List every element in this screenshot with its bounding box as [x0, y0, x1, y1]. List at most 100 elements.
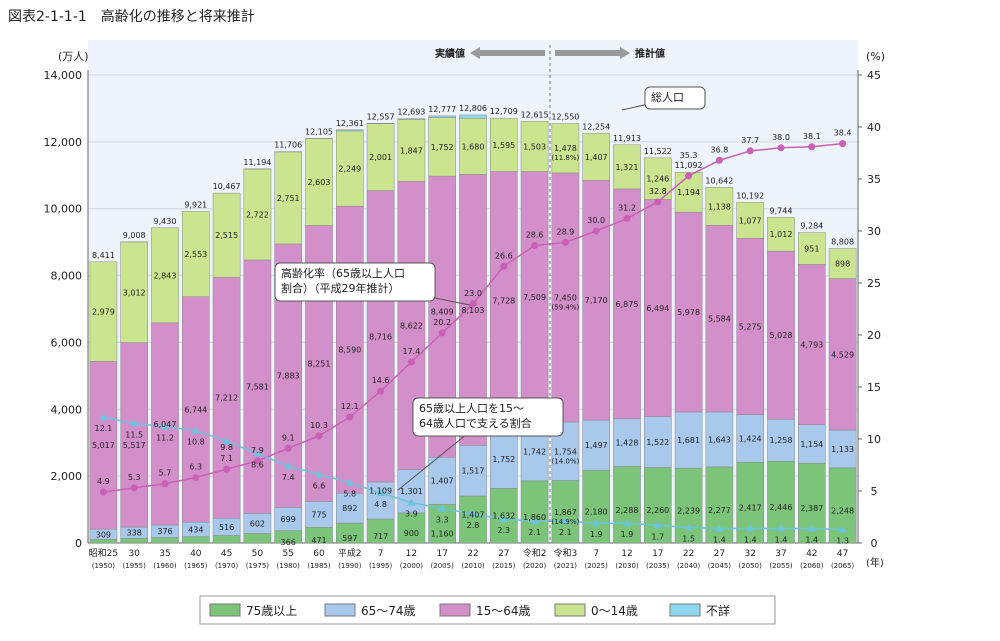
bar-value-label: 1,133: [831, 445, 854, 454]
bar-segment: [767, 217, 795, 252]
aging-rate-value-label: 35.3: [680, 151, 698, 160]
y-right-tick-label: 25: [867, 277, 881, 290]
x-tick-year: (2060): [800, 562, 824, 570]
support-value-label: 11.2: [156, 434, 174, 443]
bar-segment: [828, 248, 857, 279]
legend-label: 不詳: [706, 603, 730, 618]
bar-segment: [151, 227, 179, 324]
bar-segment: [181, 536, 210, 544]
bar-segment: [767, 250, 795, 420]
bar-value-label: 7,883: [277, 372, 300, 381]
bar-segment: [551, 480, 580, 544]
bar-value-label: 6,875: [616, 300, 639, 309]
y-tick-label: 10,000: [44, 203, 83, 216]
x-tick-year: (2021): [554, 562, 578, 570]
bar-segment: [366, 190, 395, 483]
total-label: 12,777: [428, 105, 456, 114]
legend-swatch: [439, 603, 471, 617]
bar-segment: [366, 123, 395, 191]
support-value-label: 12.1: [94, 424, 112, 433]
x-tick-year: (2020): [523, 562, 547, 570]
bar-value-label: 1,847: [400, 146, 423, 155]
support-marker: [561, 517, 570, 525]
support-marker: [253, 449, 262, 457]
x-tick-year: (1970): [215, 562, 239, 570]
bar-segment: [120, 342, 149, 528]
bar-value-label: 2,180: [585, 508, 608, 517]
bar-value-label: 1,321: [616, 163, 639, 172]
bar-value-label: 1,680: [462, 142, 485, 151]
bar-segment: [489, 117, 518, 172]
bar-value-label: 5,028: [770, 331, 793, 340]
aging-rate-marker: [469, 300, 477, 308]
bar-value-label: 2,248: [831, 506, 854, 515]
bar-segment: [459, 495, 487, 544]
aging-rate-marker: [531, 242, 539, 250]
support-value-label: 1.4: [713, 535, 726, 544]
aging-rate-marker: [715, 156, 723, 164]
bar-segment: [335, 130, 364, 207]
bar-segment: [89, 261, 118, 362]
support-value-label: 11.5: [125, 430, 143, 439]
bar-segment: [520, 480, 549, 544]
x-tick-label: 47: [837, 549, 848, 559]
bar-value-label: 516: [219, 523, 234, 532]
aging-rate-callout-box: [274, 262, 436, 302]
bar-segment: [335, 492, 364, 524]
support-marker: [684, 523, 693, 531]
aging-rate-marker: [592, 227, 600, 235]
bar-segment: [397, 469, 426, 514]
bar-value-label: 2,001: [369, 153, 392, 162]
support-value-label: 1.4: [744, 535, 757, 544]
aging-rate-marker: [346, 413, 354, 421]
bar-value-label: 309: [96, 530, 111, 539]
bar-value-label: 951: [804, 245, 819, 254]
bar-segment: [582, 419, 611, 471]
bar-value-label: 366: [281, 538, 296, 547]
support-marker: [376, 489, 385, 497]
bar-value-label: 1,632: [492, 512, 515, 521]
support-callout-box: [412, 397, 564, 437]
support-marker: [438, 504, 447, 512]
x-tick-label: 12: [406, 549, 417, 559]
x-tick-year: (2045): [708, 562, 732, 570]
y-axis-unit: (万人): [58, 50, 89, 63]
bar-value-label: 2,603: [308, 178, 331, 187]
bar-segment: [397, 512, 426, 544]
aging-rate-callout-text: 割合）（平成29年推計）: [281, 281, 400, 295]
support-callout-text: 65歳以上人口を15～: [419, 402, 524, 415]
x-tick-year: (2015): [492, 562, 516, 570]
aging-rate-value-label: 6.3: [189, 462, 202, 471]
bar-value-label: 1,742: [523, 448, 546, 457]
support-marker: [469, 509, 477, 517]
bar-segment: [828, 429, 857, 469]
aging-rate-value-label: 9.1: [282, 433, 295, 442]
support-value-label: 1.9: [621, 530, 634, 539]
aging-rate-marker: [500, 262, 508, 270]
aging-rate-value-label: 30.0: [587, 216, 605, 225]
bar-segment: [212, 535, 241, 544]
bar-segment: [582, 469, 611, 544]
aging-rate-marker: [623, 215, 631, 223]
aging-rate-value-label: 38.4: [834, 129, 852, 138]
legend-label: 0～14歳: [591, 604, 638, 618]
total-label: 12,550: [551, 113, 579, 122]
total-label: 9,430: [154, 217, 177, 226]
bar-segment: [212, 192, 241, 278]
bar-segment: [520, 171, 549, 423]
aging-rate-marker: [561, 238, 569, 246]
aging-rate-marker: [130, 484, 138, 492]
bar-segment: [705, 411, 734, 468]
bar-segment: [582, 133, 611, 181]
x-tick-label: 42: [806, 549, 817, 559]
x-tick-year: (2055): [769, 562, 793, 570]
bar-value-label: 3,012: [123, 288, 146, 297]
bar-value-label: 7,581: [246, 383, 269, 392]
x-tick-year: (2035): [646, 562, 670, 570]
legend-label: 65～74歳: [361, 604, 416, 618]
support-value-label: 2.1: [559, 528, 572, 537]
bar-segment: [736, 202, 765, 239]
bar-segment: [489, 429, 518, 489]
bar-segment: [797, 232, 826, 265]
bar-value-label: 5,584: [708, 315, 731, 324]
